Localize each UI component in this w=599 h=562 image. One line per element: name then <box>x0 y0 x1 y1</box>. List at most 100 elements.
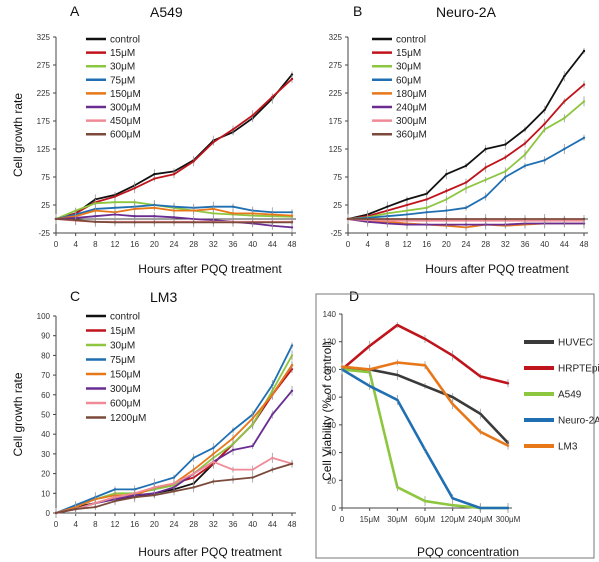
data-point <box>271 383 274 387</box>
data-point <box>251 468 254 471</box>
x-tick-label: 0 <box>54 520 59 529</box>
y-tick-label: 325 <box>329 33 343 42</box>
data-point <box>543 122 546 126</box>
x-tick-label: 36 <box>229 240 238 249</box>
data-point <box>192 160 195 163</box>
data-point <box>423 364 427 367</box>
y-tick-label: 275 <box>37 61 51 70</box>
data-point <box>506 382 510 385</box>
legend-entry: 300μM <box>86 384 141 395</box>
data-point <box>523 164 527 167</box>
data-point <box>464 187 468 190</box>
data-point <box>479 506 482 510</box>
data-point <box>368 384 371 388</box>
data-point <box>212 452 215 456</box>
data-point <box>231 221 235 224</box>
data-point <box>231 205 235 208</box>
x-tick-label: 24 <box>170 240 179 249</box>
x-tick-label: 16 <box>422 240 431 249</box>
data-point <box>133 201 136 204</box>
y-tick-label: 20 <box>327 476 336 485</box>
legend-label: 30μM <box>110 341 135 352</box>
series-HRPTEpiC <box>340 322 510 388</box>
data-point <box>153 486 156 489</box>
x-tick-label: 16 <box>130 520 139 529</box>
data-point <box>251 114 254 117</box>
data-point <box>445 198 448 201</box>
data-point <box>543 128 546 131</box>
data-point <box>231 128 235 131</box>
series-line <box>341 323 509 385</box>
legend-label: 600μM <box>110 130 141 141</box>
legend-label: control <box>396 35 426 46</box>
data-point <box>445 209 448 212</box>
legend-label: A549 <box>558 390 582 401</box>
data-point <box>290 214 294 217</box>
data-point <box>212 212 215 215</box>
data-point <box>290 354 294 357</box>
legend-label: 15μM <box>396 48 421 59</box>
legend-entry: 15μM <box>372 48 421 59</box>
y-tick-label: 225 <box>37 89 51 98</box>
series-600μM <box>54 215 294 228</box>
data-point <box>271 468 274 471</box>
data-point <box>523 142 527 145</box>
data-point <box>133 496 136 499</box>
legend-label: 15μM <box>110 48 135 59</box>
data-point <box>451 497 454 500</box>
data-point <box>425 206 428 209</box>
data-point <box>94 215 97 218</box>
data-point <box>464 217 468 221</box>
data-point <box>113 499 117 503</box>
legend-label: 300μM <box>396 116 427 127</box>
data-point <box>113 195 117 198</box>
data-point <box>523 153 527 156</box>
data-point <box>172 209 176 212</box>
legend-label: Neuro-2A <box>558 416 599 427</box>
legend-entry: 600μM <box>86 399 141 410</box>
data-point <box>153 215 156 218</box>
legend-entry: control <box>86 312 140 323</box>
data-point <box>563 75 566 78</box>
x-tick-label: 48 <box>580 240 589 249</box>
data-point <box>386 205 389 208</box>
data-point <box>425 217 428 221</box>
y-tick-label: 80 <box>327 393 336 402</box>
data-point <box>451 402 454 406</box>
data-point <box>368 368 371 371</box>
legend-entry: 240μM <box>372 103 427 114</box>
data-point <box>94 202 97 205</box>
data-point <box>231 478 235 481</box>
series-360μM <box>346 214 586 224</box>
data-point <box>405 223 409 226</box>
data-point <box>290 221 294 224</box>
data-point <box>563 100 566 103</box>
x-tick-label: 0 <box>346 240 351 249</box>
legend-entry: 180μM <box>372 89 427 100</box>
data-point <box>251 444 254 448</box>
legend-label: 450μM <box>110 116 141 127</box>
data-point <box>133 221 136 224</box>
y-tick-label: 325 <box>37 33 51 42</box>
data-point <box>464 206 468 209</box>
data-point <box>504 143 507 146</box>
y-tick-label: 60 <box>41 391 50 400</box>
data-point <box>153 494 156 497</box>
data-point <box>484 166 487 169</box>
y-tick-label: 70 <box>41 371 50 380</box>
legend-entry: 30μM <box>86 341 135 352</box>
data-point <box>133 207 136 211</box>
data-point <box>113 201 117 204</box>
data-point <box>523 217 527 221</box>
y-tick-label: 90 <box>41 332 50 341</box>
y-tick-label: 80 <box>41 351 50 360</box>
data-point <box>290 226 294 229</box>
data-point <box>484 217 487 221</box>
legend-label: 300μM <box>110 103 141 114</box>
data-point <box>423 448 427 451</box>
data-point <box>94 209 97 212</box>
data-point <box>192 486 195 489</box>
data-point <box>231 436 235 440</box>
